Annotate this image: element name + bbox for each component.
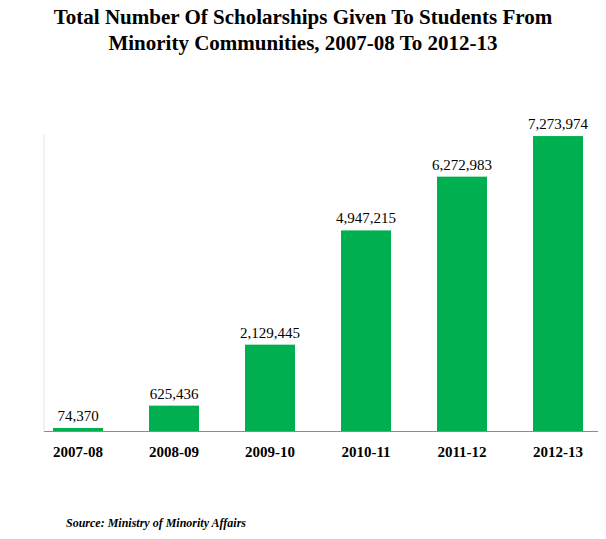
x-axis-line <box>44 431 598 432</box>
chart-svg: Total Number Of Scholarships Given To St… <box>0 0 606 539</box>
data-label: 2,129,445 <box>240 325 300 341</box>
source-note: Source: Ministry of Minority Affairs <box>66 516 246 530</box>
bar <box>149 406 199 431</box>
x-tick-label: 2009-10 <box>245 444 295 460</box>
bar <box>245 345 295 431</box>
data-label: 625,436 <box>150 386 199 402</box>
title: Total Number Of Scholarships Given To St… <box>54 5 553 55</box>
bar <box>437 177 487 431</box>
bar <box>341 230 391 431</box>
data-label: 74,370 <box>57 408 98 424</box>
bars <box>53 136 583 431</box>
data-label: 6,272,983 <box>432 157 492 173</box>
bar <box>53 428 103 431</box>
x-tick-label: 2007-08 <box>53 444 103 460</box>
chart-container: Total Number Of Scholarships Given To St… <box>0 0 606 539</box>
data-label: 7,273,974 <box>528 116 589 132</box>
y-axis-line <box>44 135 45 431</box>
x-tick-label: 2010-11 <box>341 444 390 460</box>
bar <box>533 136 583 431</box>
x-tick-label: 2011-12 <box>437 444 486 460</box>
data-label: 4,947,215 <box>336 210 396 226</box>
x-tick-label: 2008-09 <box>149 444 199 460</box>
x-tick-label: 2012-13 <box>533 444 583 460</box>
